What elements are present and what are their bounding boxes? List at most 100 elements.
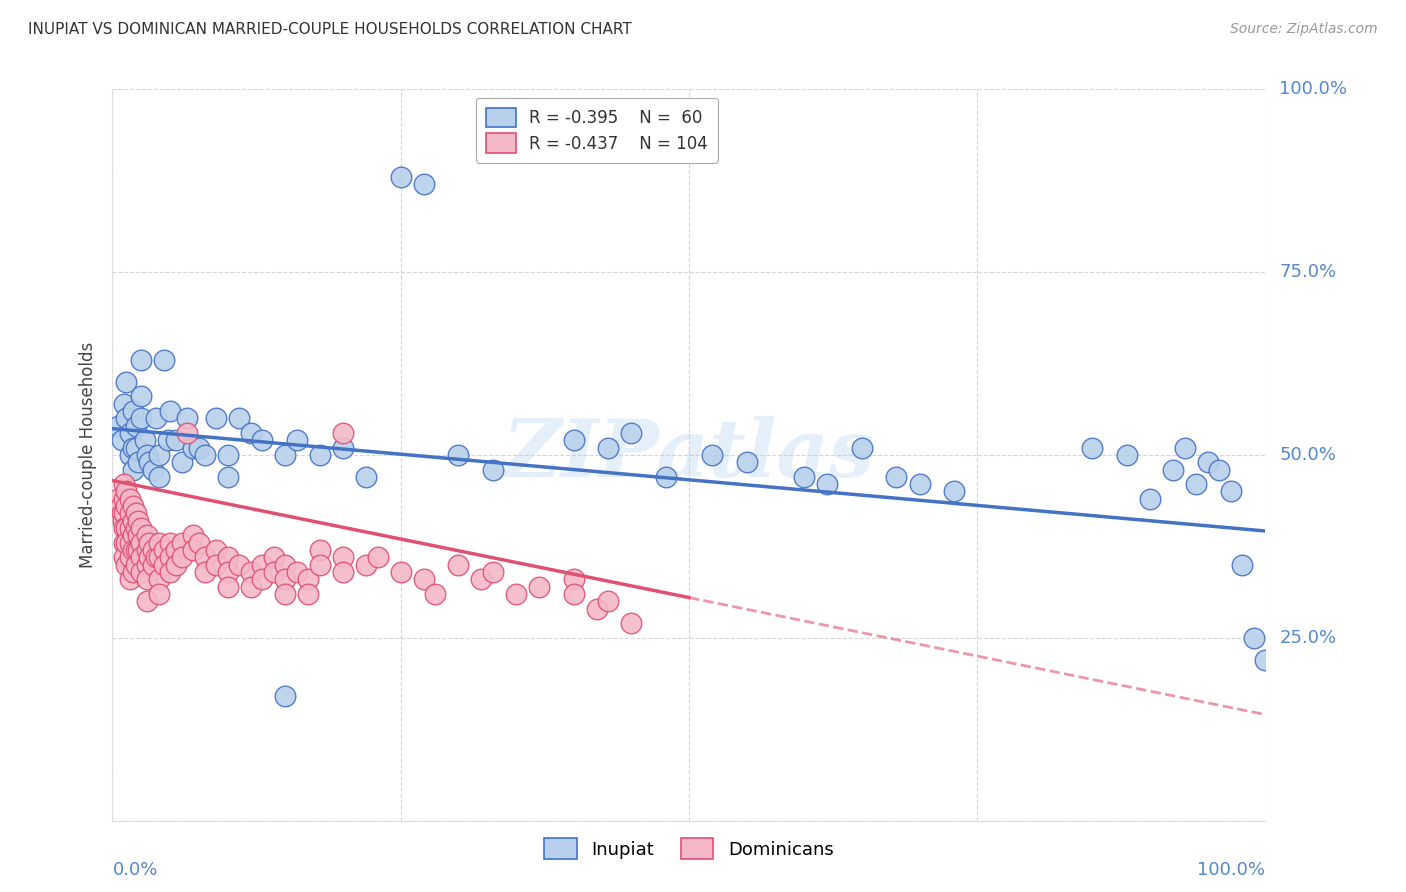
Point <box>118 491 141 506</box>
Point <box>159 550 181 565</box>
Point <box>228 558 250 572</box>
Text: Source: ZipAtlas.com: Source: ZipAtlas.com <box>1230 22 1378 37</box>
Point <box>159 565 181 579</box>
Point <box>112 535 135 549</box>
Point <box>107 491 129 506</box>
Point <box>115 484 138 499</box>
Point <box>354 470 377 484</box>
Point <box>112 477 135 491</box>
Point <box>138 455 160 469</box>
Point <box>562 587 585 601</box>
Point <box>332 441 354 455</box>
Point <box>145 550 167 565</box>
Point <box>153 352 176 367</box>
Point <box>367 550 389 565</box>
Point <box>129 521 153 535</box>
Point <box>142 543 165 558</box>
Point <box>274 690 297 704</box>
Point <box>136 543 159 558</box>
Point <box>129 389 153 403</box>
Point <box>165 558 187 572</box>
Point <box>239 580 262 594</box>
Text: ZIPatlas: ZIPatlas <box>503 417 875 493</box>
Point <box>425 587 447 601</box>
Point <box>129 565 153 579</box>
Point <box>886 470 908 484</box>
Point <box>470 572 492 586</box>
Point <box>115 411 138 425</box>
Point <box>505 587 527 601</box>
Point <box>285 565 308 579</box>
Point <box>412 572 434 586</box>
Point <box>153 558 176 572</box>
Point <box>217 580 239 594</box>
Point <box>170 550 193 565</box>
Text: 25.0%: 25.0% <box>1279 629 1336 647</box>
Point <box>1254 653 1277 667</box>
Point <box>138 535 160 549</box>
Point <box>447 558 470 572</box>
Point <box>112 397 135 411</box>
Point <box>129 411 153 425</box>
Point <box>170 535 193 549</box>
Point <box>115 499 138 513</box>
Point <box>1219 484 1241 499</box>
Point <box>187 535 211 549</box>
Point <box>309 558 332 572</box>
Point <box>217 550 239 565</box>
Point <box>217 565 239 579</box>
Point <box>1174 441 1197 455</box>
Point <box>165 543 187 558</box>
Point <box>110 499 132 513</box>
Point <box>122 528 145 542</box>
Point <box>127 543 149 558</box>
Point <box>332 550 354 565</box>
Point <box>1116 448 1139 462</box>
Point <box>332 425 354 440</box>
Point <box>447 448 470 462</box>
Point <box>181 543 204 558</box>
Point <box>793 470 815 484</box>
Point <box>127 455 149 469</box>
Point <box>482 462 505 476</box>
Point <box>412 178 434 192</box>
Point <box>118 535 141 549</box>
Point <box>124 418 146 433</box>
Point <box>1185 477 1208 491</box>
Point <box>142 462 165 476</box>
Point <box>118 572 141 586</box>
Point <box>148 587 170 601</box>
Point <box>194 550 217 565</box>
Point <box>136 572 159 586</box>
Point <box>527 580 550 594</box>
Point <box>118 448 141 462</box>
Point <box>127 528 149 542</box>
Point <box>252 572 274 586</box>
Point <box>285 434 308 448</box>
Text: 0.0%: 0.0% <box>112 861 157 879</box>
Point <box>1139 491 1161 506</box>
Text: INUPIAT VS DOMINICAN MARRIED-COUPLE HOUSEHOLDS CORRELATION CHART: INUPIAT VS DOMINICAN MARRIED-COUPLE HOUS… <box>28 22 631 37</box>
Point <box>129 352 153 367</box>
Point <box>165 434 187 448</box>
Point <box>1197 455 1219 469</box>
Point <box>1243 631 1265 645</box>
Point <box>228 411 250 425</box>
Point <box>194 448 217 462</box>
Point <box>136 448 159 462</box>
Point <box>187 441 211 455</box>
Point <box>354 558 377 572</box>
Point <box>115 521 138 535</box>
Point <box>181 528 204 542</box>
Point <box>112 550 135 565</box>
Point <box>389 565 412 579</box>
Point <box>562 572 585 586</box>
Point <box>118 425 141 440</box>
Point <box>181 441 204 455</box>
Point <box>1208 462 1230 476</box>
Text: 75.0%: 75.0% <box>1279 263 1336 281</box>
Point <box>124 507 146 521</box>
Point <box>118 550 141 565</box>
Point <box>138 550 160 565</box>
Point <box>127 514 149 528</box>
